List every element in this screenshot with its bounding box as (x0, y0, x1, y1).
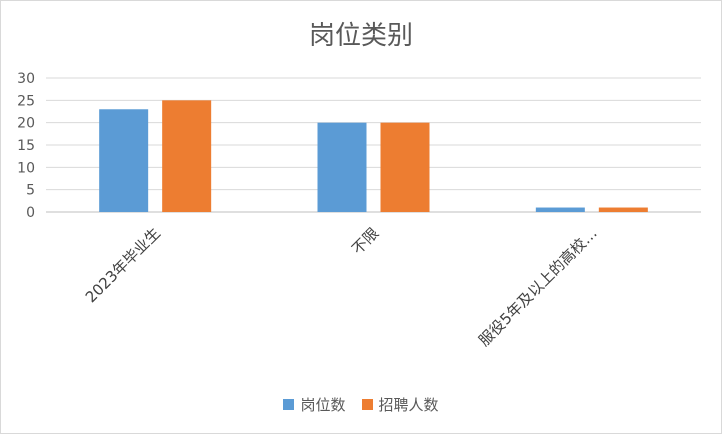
legend-item-series-2: 招聘人数 (361, 394, 439, 415)
bar-series-2-1 (162, 100, 212, 212)
bar-series-2-2 (380, 122, 430, 212)
y-tick-label: 30 (17, 71, 35, 87)
y-tick-label: 0 (26, 205, 35, 221)
bar-series-1-2 (317, 122, 367, 212)
x-tick-label: 服役5年及以上的高校… (475, 224, 601, 350)
x-tick-label: 不限 (348, 224, 382, 258)
y-tick-label: 15 (17, 138, 35, 154)
y-tick-label: 10 (17, 160, 35, 176)
y-tick-label: 20 (17, 116, 35, 132)
x-tick-label: 2023年毕业生 (82, 224, 164, 306)
legend-label-series-2: 招聘人数 (378, 396, 439, 414)
bar-series-2-3 (598, 207, 648, 212)
y-tick-label: 5 (26, 183, 35, 199)
bar-series-1-1 (99, 109, 149, 212)
chart-title: 岗位类别 (308, 21, 413, 51)
legend: 岗位数 招聘人数 (1, 394, 721, 415)
legend-swatch-series-2 (361, 399, 373, 410)
legend-swatch-series-1 (283, 399, 295, 410)
legend-label-series-1: 岗位数 (300, 396, 346, 414)
bar-series-1-3 (535, 207, 585, 212)
y-tick-label: 25 (17, 93, 35, 109)
legend-item-series-1: 岗位数 (283, 394, 346, 415)
